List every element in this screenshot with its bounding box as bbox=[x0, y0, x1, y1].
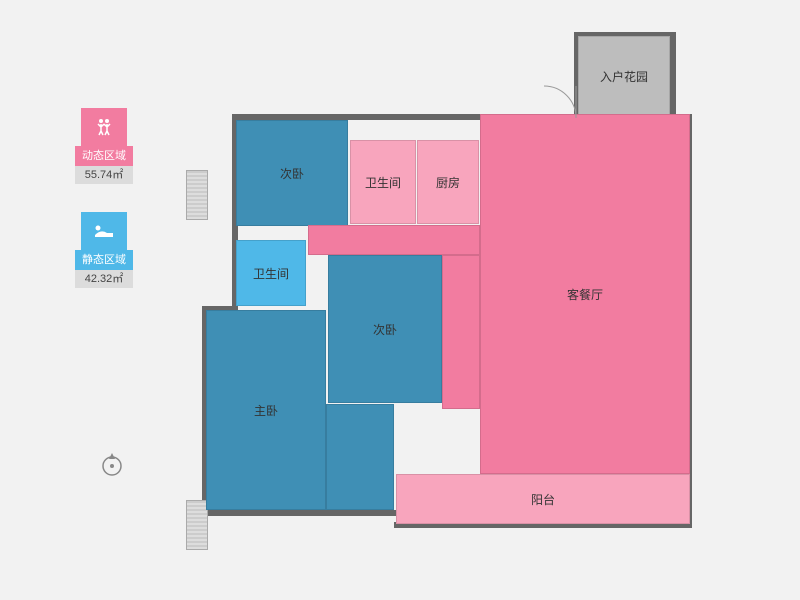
rest-icon bbox=[81, 212, 127, 250]
room-bath1: 卫生间 bbox=[350, 140, 416, 224]
room-bath2: 卫生间 bbox=[236, 240, 306, 306]
room-entry: 入户花园 bbox=[578, 36, 670, 116]
room-bed_master2 bbox=[326, 404, 394, 510]
room-bed2a: 次卧 bbox=[236, 120, 348, 226]
legend-static-label: 静态区域 bbox=[75, 250, 133, 270]
room-kitchen: 厨房 bbox=[417, 140, 479, 224]
floor-plan: 入户花园客餐厅厨房卫生间次卧卫生间次卧主卧阳台 bbox=[180, 20, 735, 570]
entry-wall-r bbox=[670, 32, 676, 118]
exterior-stub-1 bbox=[186, 170, 208, 220]
room-corridor bbox=[308, 225, 480, 255]
door-arc-icon bbox=[540, 82, 580, 122]
compass-icon bbox=[98, 450, 126, 478]
room-balcony: 阳台 bbox=[396, 474, 690, 524]
legend-static-value: 42.32㎡ bbox=[75, 270, 133, 288]
legend-dynamic-value: 55.74㎡ bbox=[75, 166, 133, 184]
exterior-stub-2 bbox=[186, 500, 208, 550]
room-living: 客餐厅 bbox=[480, 114, 690, 474]
legend-dynamic: 动态区域 55.74㎡ bbox=[75, 108, 133, 184]
legend-panel: 动态区域 55.74㎡ 静态区域 42.32㎡ bbox=[75, 108, 133, 316]
room-corridor2 bbox=[442, 255, 480, 409]
activity-icon bbox=[81, 108, 127, 146]
legend-dynamic-label: 动态区域 bbox=[75, 146, 133, 166]
outline-bottom bbox=[202, 510, 398, 516]
room-bed_master: 主卧 bbox=[206, 310, 326, 510]
room-bed2b: 次卧 bbox=[328, 255, 442, 403]
legend-static: 静态区域 42.32㎡ bbox=[75, 212, 133, 288]
